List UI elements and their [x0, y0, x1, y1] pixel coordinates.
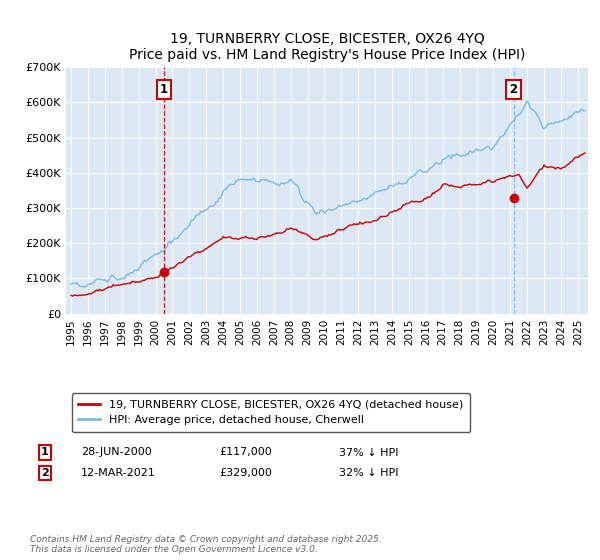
Legend: 19, TURNBERRY CLOSE, BICESTER, OX26 4YQ (detached house), HPI: Average price, de: 19, TURNBERRY CLOSE, BICESTER, OX26 4YQ …: [71, 393, 470, 432]
Text: 1: 1: [160, 83, 168, 96]
Text: 2: 2: [41, 468, 49, 478]
Text: £117,000: £117,000: [219, 447, 272, 458]
Text: 1: 1: [41, 447, 49, 458]
Text: 12-MAR-2021: 12-MAR-2021: [81, 468, 156, 478]
Text: 37% ↓ HPI: 37% ↓ HPI: [339, 447, 398, 458]
Text: 28-JUN-2000: 28-JUN-2000: [81, 447, 152, 458]
Title: 19, TURNBERRY CLOSE, BICESTER, OX26 4YQ
Price paid vs. HM Land Registry's House : 19, TURNBERRY CLOSE, BICESTER, OX26 4YQ …: [129, 32, 525, 62]
Text: 2: 2: [509, 83, 518, 96]
Text: £329,000: £329,000: [219, 468, 272, 478]
Text: Contains HM Land Registry data © Crown copyright and database right 2025.
This d: Contains HM Land Registry data © Crown c…: [30, 535, 382, 554]
Text: 32% ↓ HPI: 32% ↓ HPI: [339, 468, 398, 478]
